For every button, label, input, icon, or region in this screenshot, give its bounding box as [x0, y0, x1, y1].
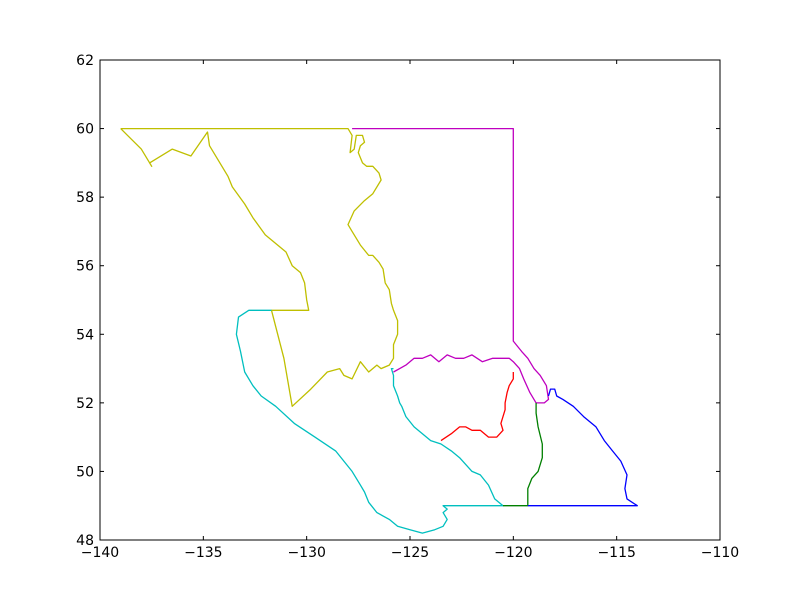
y-tick-label: 56 [76, 259, 94, 275]
series-layer [120, 127, 638, 534]
x-tick-label: −130 [287, 545, 325, 561]
series-line-3 [352, 127, 550, 404]
x-tick-label: −135 [184, 545, 222, 561]
y-tick-label: 50 [76, 464, 94, 480]
series-line-1 [120, 127, 399, 407]
y-tick-label: 48 [76, 533, 94, 549]
x-tick-label: −140 [81, 545, 119, 561]
ticks-layer: −140 −135 −130 −125 −120 −115 −110 48 50 52 54 56 58… [76, 53, 739, 561]
x-tick-label: −120 [494, 545, 532, 561]
x-tick-label: −110 [701, 545, 739, 561]
series-line-6 [527, 388, 638, 507]
series-line-5 [503, 402, 543, 507]
series-line-4 [440, 372, 514, 442]
y-tick-label: 52 [76, 396, 94, 412]
x-tick-label: −125 [391, 545, 429, 561]
series-line-2 [235, 309, 504, 534]
y-tick-label: 60 [76, 122, 94, 138]
y-tick-label: 62 [76, 53, 94, 69]
x-tick-label: −115 [597, 545, 635, 561]
y-tick-label: 58 [76, 190, 94, 206]
y-tick-label: 54 [76, 327, 94, 343]
